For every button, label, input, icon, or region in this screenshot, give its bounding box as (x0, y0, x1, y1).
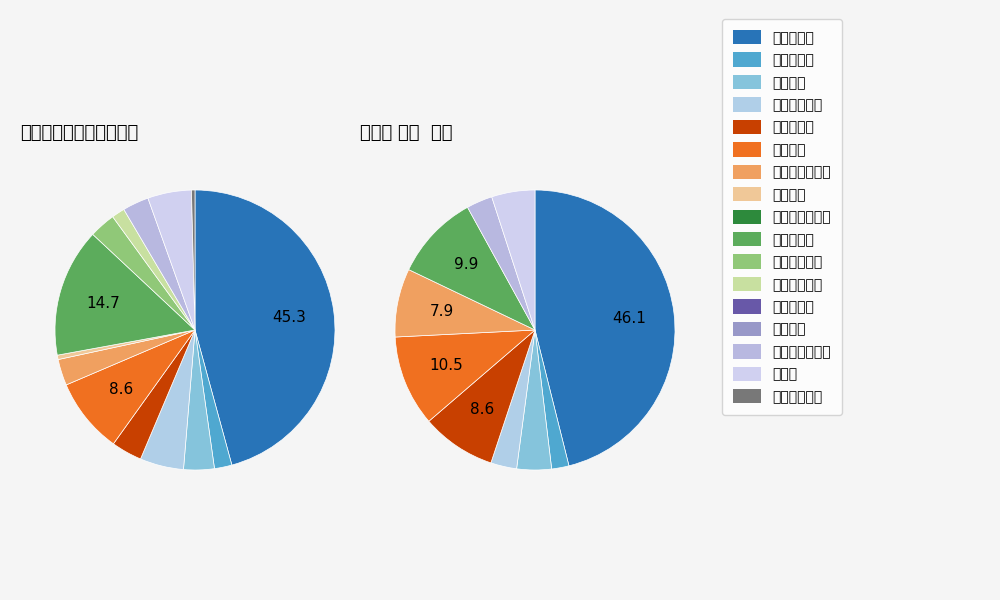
Wedge shape (395, 269, 535, 337)
Wedge shape (195, 190, 335, 465)
Text: 7.9: 7.9 (430, 304, 454, 319)
Wedge shape (58, 330, 195, 385)
Text: 14.7: 14.7 (87, 296, 121, 311)
Wedge shape (195, 330, 232, 469)
Wedge shape (66, 330, 195, 444)
Wedge shape (535, 190, 675, 466)
Wedge shape (148, 190, 195, 330)
Wedge shape (409, 208, 535, 330)
Text: 谷川原 健太  選手: 谷川原 健太 選手 (360, 124, 452, 142)
Text: 46.1: 46.1 (613, 311, 646, 326)
Wedge shape (55, 235, 195, 355)
Wedge shape (492, 190, 535, 330)
Wedge shape (113, 330, 195, 459)
Text: 10.5: 10.5 (430, 358, 463, 373)
Text: 45.3: 45.3 (272, 310, 306, 325)
Wedge shape (113, 209, 195, 330)
Wedge shape (141, 330, 195, 470)
Wedge shape (395, 330, 535, 421)
Wedge shape (517, 330, 552, 470)
Text: 8.6: 8.6 (109, 382, 133, 397)
Text: パ・リーグ全プレイヤー: パ・リーグ全プレイヤー (20, 124, 138, 142)
Wedge shape (491, 330, 535, 469)
Text: 8.6: 8.6 (470, 401, 494, 416)
Wedge shape (93, 217, 195, 330)
Wedge shape (535, 330, 569, 469)
Wedge shape (468, 197, 535, 330)
Wedge shape (191, 190, 195, 330)
Text: 9.9: 9.9 (454, 257, 478, 272)
Wedge shape (429, 330, 535, 463)
Legend: ストレート, ツーシーム, シュート, カットボール, スプリット, フォーク, チェンジアップ, シンカー, 高速スライダー, スライダー, 縦スライダー, : ストレート, ツーシーム, シュート, カットボール, スプリット, フォーク,… (722, 19, 842, 415)
Wedge shape (124, 198, 195, 330)
Wedge shape (57, 330, 195, 359)
Wedge shape (183, 330, 214, 470)
